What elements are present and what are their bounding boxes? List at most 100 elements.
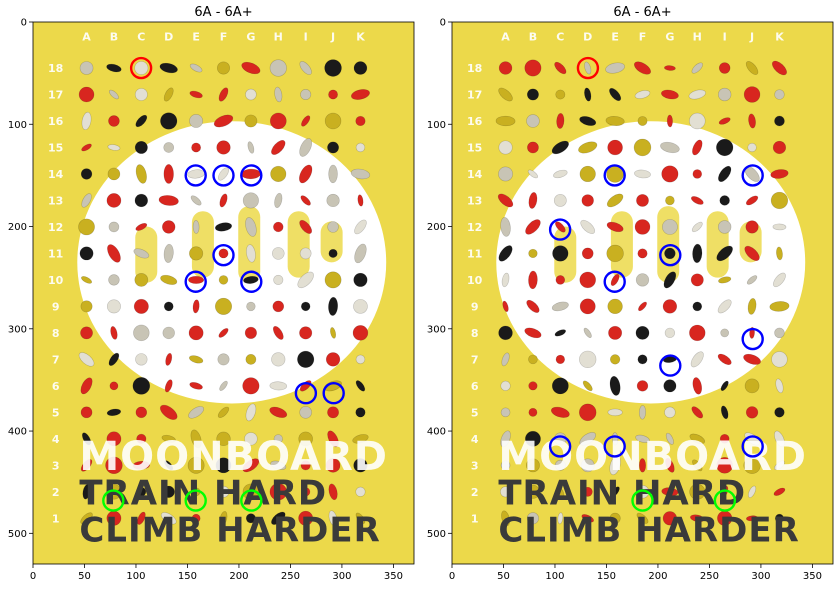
hold [78, 352, 95, 367]
hold [245, 353, 257, 365]
hold [607, 408, 623, 417]
hold [299, 138, 313, 157]
hold [664, 406, 676, 419]
hold [158, 195, 179, 206]
hold [498, 140, 513, 155]
hold [583, 327, 592, 339]
hold [271, 247, 285, 260]
hold [353, 299, 368, 314]
hold [528, 381, 538, 391]
x-tick-label: 300 [332, 571, 351, 582]
hold [555, 354, 566, 365]
hold [660, 141, 680, 154]
hold [498, 325, 513, 341]
hold [633, 61, 652, 75]
hold [217, 167, 230, 181]
hold [297, 271, 314, 289]
hold [300, 460, 311, 471]
hold [160, 112, 178, 130]
column-label: B [529, 30, 537, 43]
hold [769, 301, 790, 312]
column-label: I [304, 30, 308, 43]
hold [526, 458, 540, 473]
marker-blue [603, 435, 626, 458]
hold [665, 457, 675, 473]
x-tick-label: 150 [178, 571, 197, 582]
hold [690, 196, 704, 205]
hold [579, 350, 597, 369]
column-label: F [220, 30, 228, 43]
hold [609, 354, 621, 365]
hold [634, 169, 651, 179]
hold [606, 193, 624, 208]
column-label: E [611, 30, 619, 43]
hold [663, 379, 677, 393]
hold [774, 407, 785, 418]
hold [689, 112, 706, 130]
hold [605, 115, 625, 126]
hold [610, 486, 620, 498]
hold [271, 139, 286, 155]
hold [692, 243, 703, 264]
column-label: D [583, 30, 592, 43]
hold [301, 487, 311, 497]
hold [775, 378, 784, 394]
x-tick-label: 0 [449, 571, 455, 582]
hold [218, 87, 229, 102]
hold [188, 355, 204, 364]
hold [636, 512, 649, 524]
hold [188, 275, 205, 284]
hold [580, 458, 595, 473]
row-label: 1 [471, 512, 479, 525]
hold [580, 219, 596, 234]
hold [108, 221, 120, 233]
hold [355, 354, 366, 365]
hold [582, 380, 593, 392]
hold [606, 221, 624, 233]
hold [81, 276, 93, 284]
hold [771, 60, 787, 76]
marker-blue [741, 435, 764, 458]
column-label: C [556, 30, 564, 43]
hold [528, 192, 538, 209]
hold [498, 61, 513, 75]
hold [274, 192, 283, 208]
hold [107, 144, 121, 151]
hold [297, 350, 315, 368]
marker-blue [294, 382, 318, 405]
hold [79, 246, 94, 261]
hold [327, 221, 339, 233]
hold [81, 193, 92, 208]
hold [80, 406, 93, 419]
row-label: 4 [52, 433, 60, 446]
hold [527, 169, 539, 179]
hold [637, 116, 648, 126]
hold [636, 380, 649, 392]
hold [774, 115, 785, 127]
hold [692, 377, 703, 395]
hold [661, 165, 679, 183]
marker-blue [322, 382, 345, 405]
hold [690, 351, 704, 368]
column-label: E [192, 30, 200, 43]
hold [135, 406, 148, 419]
x-tick-label: 50 [497, 571, 510, 582]
row-label: 12 [467, 221, 482, 234]
hold [330, 327, 337, 339]
hold [107, 167, 121, 181]
row-label: 17 [48, 89, 63, 102]
row-label: 9 [52, 300, 60, 313]
hold [108, 352, 120, 366]
column-label: D [164, 30, 173, 43]
hold [718, 87, 732, 102]
hold [638, 301, 647, 312]
row-label: 16 [467, 115, 483, 128]
watermark-moonboard: MOONBOARD [79, 434, 388, 480]
hold [189, 114, 204, 128]
hold [134, 140, 148, 154]
hold [270, 460, 287, 470]
hold [772, 223, 787, 231]
hold [352, 325, 369, 341]
hold [357, 194, 364, 207]
row-label: 9 [471, 300, 479, 313]
